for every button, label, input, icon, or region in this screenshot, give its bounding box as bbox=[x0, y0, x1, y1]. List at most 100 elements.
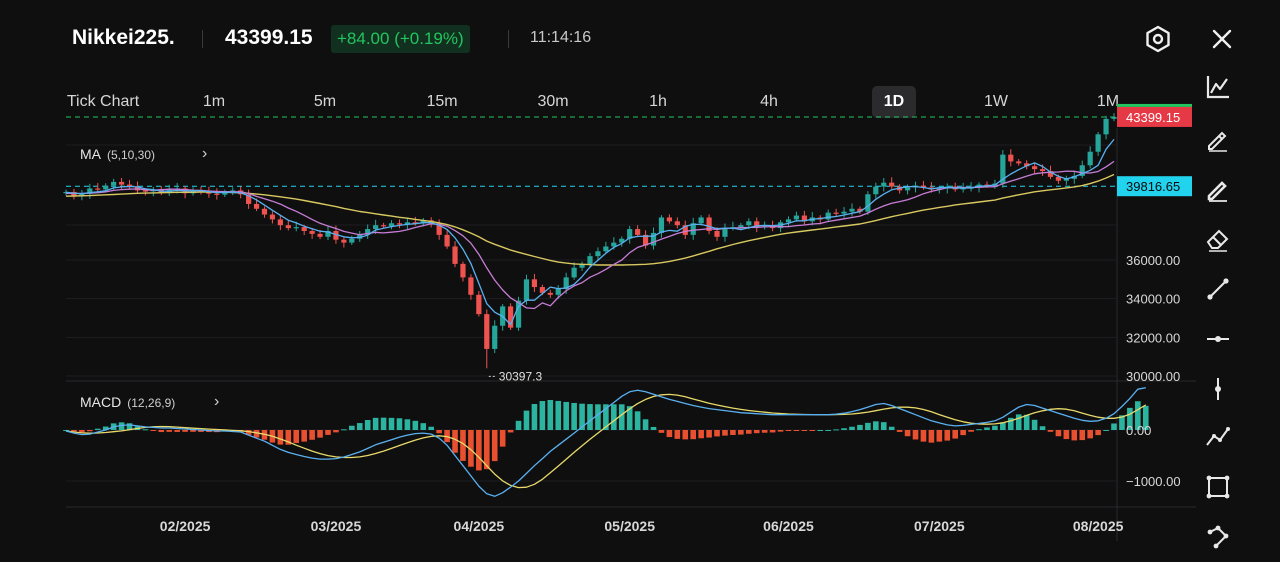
macd-histogram-bar bbox=[94, 428, 101, 430]
tab-4h[interactable]: 4h bbox=[760, 93, 778, 110]
candle-body bbox=[214, 193, 220, 195]
reference-price-label: 39816.65 bbox=[1126, 179, 1180, 194]
candle-body bbox=[396, 223, 403, 225]
macd-histogram-bar bbox=[396, 418, 403, 430]
candle-body bbox=[698, 217, 704, 224]
settings-hex-icon[interactable] bbox=[1143, 24, 1173, 54]
macd-legend-params: (12,26,9) bbox=[127, 396, 176, 410]
candle-body bbox=[1079, 165, 1085, 176]
macd-histogram-bar bbox=[460, 430, 466, 461]
macd-histogram-bar bbox=[571, 402, 577, 430]
macd-histogram-bar bbox=[349, 425, 355, 430]
candle-body bbox=[595, 251, 601, 257]
chevron-right-icon[interactable]: › bbox=[214, 393, 220, 410]
macd-histogram-bar bbox=[182, 430, 188, 432]
header-divider bbox=[508, 30, 509, 48]
tab-30m[interactable]: 30m bbox=[537, 93, 569, 110]
candle-body bbox=[563, 277, 569, 289]
macd-histogram-bar bbox=[483, 430, 490, 470]
candle-body bbox=[293, 227, 299, 229]
macd-histogram-bar bbox=[960, 430, 966, 436]
macd-histogram-bar bbox=[722, 430, 728, 436]
rectangle-icon[interactable] bbox=[1203, 472, 1233, 502]
macd-histogram-bar bbox=[63, 430, 69, 431]
macd-histogram-bar bbox=[412, 420, 419, 430]
macd-histogram-bar bbox=[317, 430, 323, 438]
candle-body bbox=[476, 294, 482, 315]
macd-histogram-bar bbox=[833, 429, 839, 431]
candle-body bbox=[1063, 178, 1069, 181]
chart-header: Nikkei225. 43399.15 +84.00 (+0.19%) 11:1… bbox=[0, 0, 1280, 78]
pattern-icon[interactable] bbox=[1203, 522, 1233, 552]
macd-signal-line bbox=[65, 393, 1147, 489]
price-axis-label: 36000.00 bbox=[1126, 253, 1180, 268]
macd-histogram-bar bbox=[372, 417, 379, 430]
macd-histogram-bar bbox=[1095, 430, 1101, 436]
macd-histogram-bar bbox=[674, 430, 681, 439]
candle-body bbox=[1111, 116, 1117, 119]
macd-histogram-bar bbox=[952, 430, 959, 439]
macd-histogram-bar bbox=[912, 430, 919, 440]
macd-histogram-bar bbox=[404, 419, 411, 430]
candle-body bbox=[547, 292, 553, 295]
chevron-right-icon[interactable]: › bbox=[202, 145, 208, 162]
candle-body bbox=[484, 314, 490, 349]
macd-histogram-bar bbox=[1119, 415, 1125, 430]
vertical-line-icon[interactable] bbox=[1203, 374, 1233, 404]
tab-tick-chart[interactable]: Tick Chart bbox=[66, 93, 140, 110]
macd-legend[interactable]: MACD (12,26,9) › bbox=[80, 393, 219, 410]
time-axis-label: 08/2025 bbox=[1073, 518, 1124, 534]
horizontal-line-icon[interactable] bbox=[1203, 324, 1233, 354]
candle-body bbox=[531, 279, 538, 288]
candle-body bbox=[833, 212, 839, 214]
candle-body bbox=[706, 217, 712, 231]
tab-1mo[interactable]: 1M bbox=[1096, 93, 1120, 110]
polyline-icon[interactable] bbox=[1203, 422, 1233, 452]
macd-histogram-bar bbox=[1007, 417, 1014, 430]
candle-body bbox=[627, 229, 633, 239]
line-chart-icon[interactable] bbox=[1203, 72, 1233, 102]
candle-body bbox=[492, 325, 498, 349]
macd-histogram-bar bbox=[333, 430, 339, 433]
symbol-name: Nikkei225. bbox=[72, 26, 175, 49]
macd-axis-label: −1000.00 bbox=[1126, 474, 1181, 489]
pencil-icon[interactable] bbox=[1203, 124, 1233, 154]
candle-body bbox=[452, 246, 458, 264]
macd-histogram-bar bbox=[793, 430, 800, 431]
candle-body bbox=[666, 217, 672, 222]
macd-histogram-bar bbox=[285, 430, 292, 445]
macd-line bbox=[65, 387, 1146, 497]
candle-body bbox=[309, 231, 315, 234]
macd-histogram-bar bbox=[293, 430, 300, 444]
candle-body bbox=[539, 287, 545, 293]
candle-body bbox=[269, 214, 276, 220]
macd-histogram-bar bbox=[666, 430, 673, 438]
tab-1m[interactable]: 1m bbox=[202, 93, 226, 110]
tab-5m[interactable]: 5m bbox=[313, 93, 337, 110]
candle-body bbox=[690, 223, 696, 235]
ma-legend[interactable]: MA (5,10,30) › bbox=[80, 145, 207, 162]
macd-histogram-bar bbox=[730, 430, 736, 435]
tab-1d[interactable]: 1D bbox=[872, 86, 916, 118]
close-icon[interactable] bbox=[1207, 24, 1237, 54]
eraser-icon[interactable] bbox=[1203, 224, 1233, 254]
candle-body bbox=[285, 225, 291, 229]
macd-histogram-bar bbox=[142, 429, 149, 431]
macd-histogram-bar bbox=[865, 422, 871, 430]
macd-histogram-bar bbox=[452, 430, 458, 453]
candle-body bbox=[1024, 163, 1030, 167]
candle-body bbox=[365, 229, 371, 235]
macd-histogram-bar bbox=[857, 424, 863, 430]
tab-1w[interactable]: 1W bbox=[984, 93, 1008, 110]
macd-histogram-bar bbox=[809, 430, 816, 431]
trend-line-icon[interactable] bbox=[1203, 274, 1233, 304]
ma5-line bbox=[65, 138, 1115, 326]
candle-body bbox=[404, 222, 410, 225]
candle-body bbox=[222, 191, 228, 195]
candle-body bbox=[1039, 169, 1046, 172]
tab-15m[interactable]: 15m bbox=[426, 93, 458, 110]
pencil-bold-icon[interactable] bbox=[1203, 174, 1233, 204]
tab-1h[interactable]: 1h bbox=[649, 93, 667, 110]
macd-histogram-bar bbox=[356, 423, 363, 430]
